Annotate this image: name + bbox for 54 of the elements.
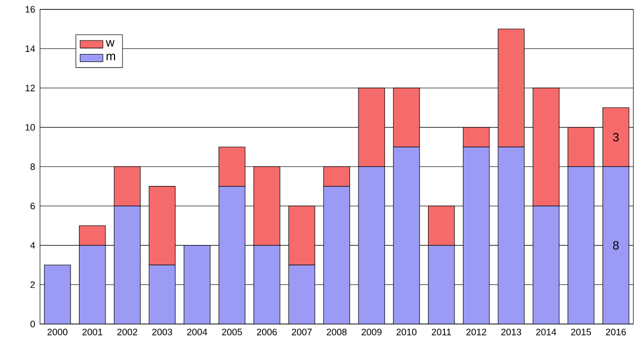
bar — [184, 245, 210, 324]
bar — [148, 264, 176, 324]
x-tick-label: 2015 — [571, 328, 591, 336]
bar — [148, 186, 176, 266]
y-tick-label: 0 — [30, 320, 35, 328]
bar — [568, 166, 594, 324]
bar — [428, 206, 455, 246]
bar — [114, 166, 141, 206]
y-tick-label: 12 — [26, 84, 35, 92]
bar — [602, 166, 630, 324]
x-tick-label: 2014 — [536, 328, 556, 336]
x-tick-label: 2008 — [326, 328, 347, 336]
y-tick-label: 14 — [26, 45, 36, 52]
x-tick-label: 2000 — [48, 328, 68, 336]
bar — [462, 146, 490, 324]
x-tick-label: 2005 — [222, 328, 242, 336]
y-tick-label: 4 — [30, 242, 36, 249]
x-tick-label: 2009 — [362, 328, 382, 336]
bar — [288, 206, 316, 266]
y-tick-label: 8 — [30, 163, 35, 170]
y-tick-label: 16 — [26, 6, 35, 13]
y-tick-label: 6 — [30, 202, 35, 210]
x-tick-label: 2016 — [606, 328, 626, 336]
bar — [254, 166, 280, 246]
bar — [393, 146, 420, 324]
bar — [44, 264, 71, 324]
x-tick-label: 2002 — [117, 328, 138, 336]
bar — [323, 186, 350, 324]
legend-label: w — [106, 40, 115, 46]
bar — [79, 245, 106, 324]
x-tick-label: 2004 — [187, 328, 208, 336]
x-tick-label: 2006 — [256, 328, 277, 336]
bar — [358, 166, 385, 324]
x-tick-label: 2011 — [432, 328, 451, 336]
bar — [288, 264, 316, 324]
bar — [498, 146, 525, 324]
x-tick-label: 2013 — [501, 328, 522, 336]
y-tick-label: 10 — [26, 124, 35, 131]
bar — [254, 245, 280, 324]
x-tick-label: 2007 — [292, 328, 312, 336]
bar — [323, 166, 350, 187]
x-tick-label: 2003 — [152, 328, 172, 336]
bar — [532, 206, 560, 324]
data-label: 3 — [613, 132, 619, 142]
x-tick-label: 2001 — [82, 328, 102, 336]
y-tick-label: 2 — [30, 281, 35, 288]
bar — [218, 186, 246, 324]
x-tick-label: 2012 — [466, 328, 486, 336]
bar — [114, 206, 141, 324]
legend-label: m — [106, 54, 116, 60]
bar — [428, 245, 455, 324]
x-tick-label: 2010 — [396, 328, 416, 336]
data-label: 8 — [613, 241, 619, 250]
bar — [79, 225, 106, 246]
